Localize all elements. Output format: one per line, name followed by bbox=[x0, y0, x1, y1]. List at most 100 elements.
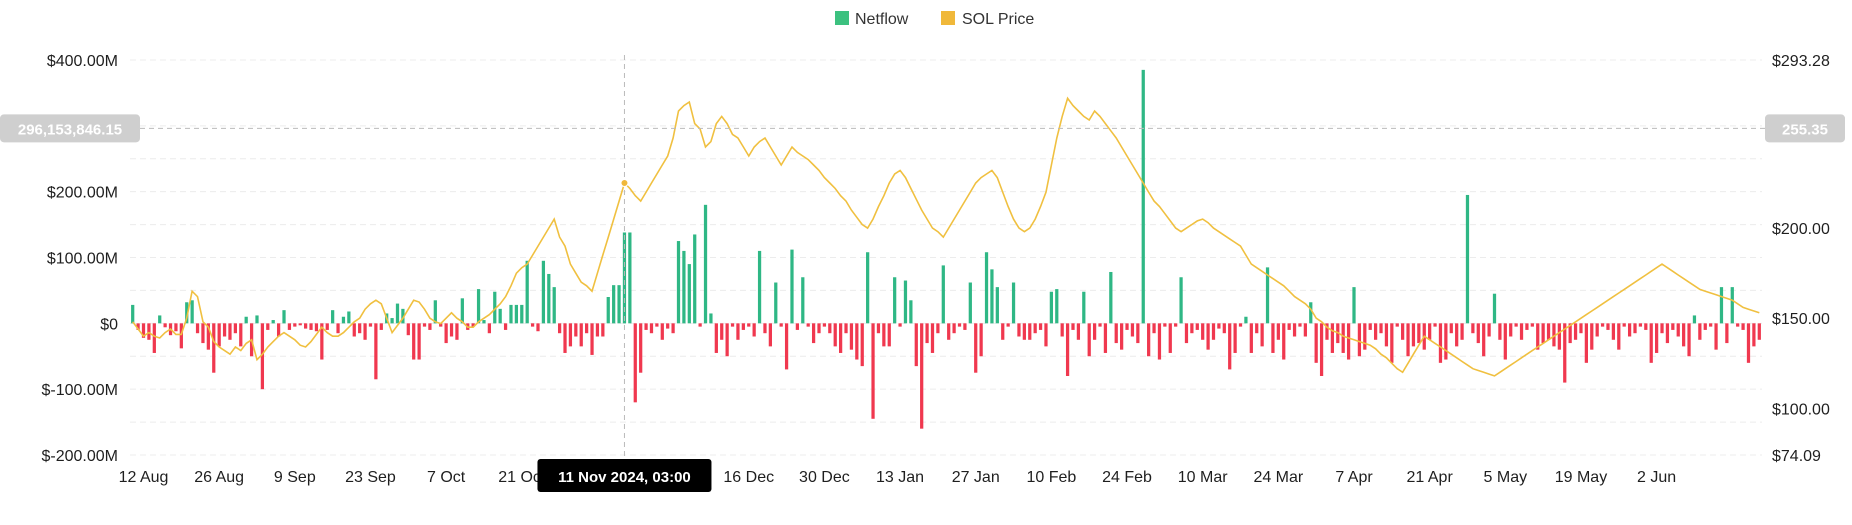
netflow-bar bbox=[422, 323, 427, 327]
netflow-bar bbox=[476, 289, 481, 324]
netflow-bar bbox=[1255, 323, 1259, 334]
netflow-bar bbox=[1276, 323, 1280, 340]
netflow-bar bbox=[871, 323, 875, 419]
crosshair: 296,153,846.15 255.35 11 Nov 2024, 03:00 bbox=[0, 55, 1845, 492]
netflow-bar bbox=[1546, 323, 1551, 340]
netflow-bar bbox=[195, 323, 200, 334]
netflow-bar bbox=[1492, 293, 1497, 324]
left-tick-label: $100.00M bbox=[47, 251, 118, 268]
legend-price-label[interactable]: SOL Price bbox=[962, 11, 1034, 28]
netflow-bar bbox=[1590, 323, 1594, 350]
netflow-bar bbox=[1152, 323, 1156, 334]
netflow-bar bbox=[811, 323, 816, 344]
netflow-bar bbox=[455, 323, 459, 340]
netflow-bar bbox=[1676, 323, 1680, 337]
x-tick-label: 10 Mar bbox=[1178, 469, 1228, 486]
netflow-bar bbox=[585, 323, 589, 334]
x-tick-label: 19 May bbox=[1555, 469, 1607, 486]
netflow-bar bbox=[1249, 323, 1253, 353]
netflow-bar bbox=[1233, 323, 1237, 353]
netflow-bar bbox=[963, 323, 967, 330]
netflow-bar bbox=[1644, 323, 1648, 330]
netflow-bar bbox=[984, 252, 989, 324]
netflow-bar bbox=[341, 316, 346, 324]
netflow-bar bbox=[233, 323, 237, 334]
right-tick-label: $100.00 bbox=[1772, 401, 1830, 418]
netflow-bar bbox=[1265, 267, 1270, 324]
netflow-bar bbox=[606, 297, 610, 324]
netflow-bar bbox=[763, 323, 767, 334]
right-tick-label: $200.00 bbox=[1772, 221, 1830, 238]
netflow-bar bbox=[547, 273, 551, 324]
netflow-bar bbox=[725, 323, 729, 357]
netflow-bar bbox=[428, 323, 432, 330]
netflow-bar bbox=[282, 310, 286, 324]
netflow-bar bbox=[747, 323, 751, 327]
netflow-bar bbox=[1330, 323, 1335, 353]
netflow-bar bbox=[1746, 323, 1751, 363]
netflow-bar bbox=[1709, 323, 1713, 327]
x-tick-label: 27 Jan bbox=[952, 469, 1000, 486]
netflow-bar bbox=[368, 323, 373, 327]
netflow-bar bbox=[1190, 323, 1194, 334]
netflow-bar bbox=[936, 323, 940, 334]
netflow-bar bbox=[503, 323, 508, 330]
netflow-bar bbox=[590, 323, 594, 355]
netflow-bar bbox=[412, 323, 416, 360]
netflow-bar bbox=[1109, 271, 1113, 324]
netflow-bar bbox=[1228, 323, 1232, 370]
netflow-bar bbox=[557, 323, 562, 334]
netflow-bar bbox=[1476, 323, 1480, 344]
netflow-bar bbox=[363, 323, 367, 340]
netflow-bar bbox=[1460, 323, 1464, 340]
netflow-bar bbox=[136, 323, 140, 330]
x-tick-label: 30 Dec bbox=[799, 469, 850, 486]
netflow-bar bbox=[1103, 323, 1108, 353]
legend-netflow-swatch bbox=[835, 11, 849, 25]
netflow-bar bbox=[801, 277, 805, 324]
netflow-bar bbox=[1573, 323, 1578, 340]
netflow-bar bbox=[1238, 323, 1243, 327]
netflow-bar bbox=[720, 323, 724, 340]
price-line-layer bbox=[132, 96, 1760, 377]
netflow-bar bbox=[1725, 323, 1729, 344]
netflow-bar bbox=[1384, 323, 1389, 347]
netflow-bar bbox=[260, 323, 265, 390]
netflow-bar bbox=[995, 287, 999, 324]
left-tick-label: $-200.00M bbox=[42, 448, 119, 465]
netflow-bar bbox=[1627, 323, 1632, 337]
netflow-bar bbox=[757, 250, 762, 324]
netflow-bar bbox=[331, 310, 335, 324]
legend-netflow-label[interactable]: Netflow bbox=[855, 11, 909, 28]
x-tick-label: 21 Apr bbox=[1407, 469, 1454, 486]
netflow-bar bbox=[1622, 323, 1626, 327]
netflow-bar bbox=[406, 323, 410, 336]
netflow-bar bbox=[790, 249, 794, 324]
x-tick-label: 7 Oct bbox=[427, 469, 466, 486]
x-tick-label: 26 Aug bbox=[194, 469, 244, 486]
x-tick-label: 13 Jan bbox=[876, 469, 924, 486]
netflow-bar bbox=[1617, 323, 1621, 350]
netflow-bar bbox=[957, 323, 962, 327]
crosshair-date-flag bbox=[537, 459, 712, 492]
netflow-bar bbox=[1660, 323, 1664, 334]
netflow-bar bbox=[914, 323, 918, 367]
netflow-bar bbox=[1536, 323, 1540, 350]
right-tick-label: $150.00 bbox=[1772, 311, 1830, 328]
netflow-bar bbox=[309, 323, 313, 330]
netflow-bar bbox=[320, 323, 324, 360]
netflow-bar bbox=[509, 304, 513, 324]
netflow-bar bbox=[622, 232, 627, 324]
netflow-bar bbox=[1028, 323, 1032, 340]
netflow-bar bbox=[1022, 323, 1026, 340]
netflow-bar bbox=[709, 313, 713, 324]
netflow-bar bbox=[1060, 323, 1064, 337]
netflow-bar bbox=[563, 323, 567, 353]
netflow-bar bbox=[855, 323, 859, 360]
netflow-bar bbox=[920, 323, 924, 429]
netflow-bar bbox=[1136, 323, 1140, 344]
netflow-bar bbox=[844, 323, 848, 334]
netflow-bar bbox=[979, 323, 983, 357]
netflow-bar bbox=[536, 323, 540, 332]
